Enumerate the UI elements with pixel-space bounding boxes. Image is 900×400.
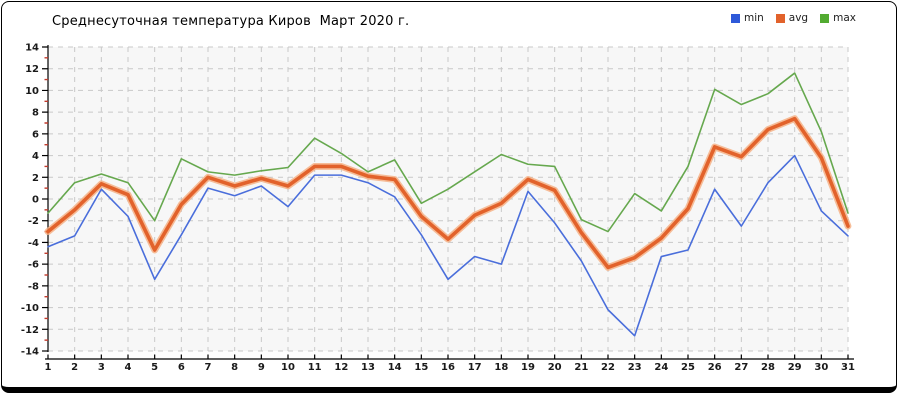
svg-text:16: 16: [441, 362, 455, 373]
svg-text:24: 24: [654, 362, 668, 373]
svg-text:13: 13: [361, 362, 375, 373]
y-axis-minor-ticks: [44, 57, 48, 341]
svg-text:-10: -10: [21, 303, 39, 314]
svg-text:3: 3: [98, 362, 105, 373]
chart-title: Среднесуточная температура Киров Март 20…: [52, 14, 410, 29]
chart-legend: min avg max: [730, 12, 856, 24]
svg-text:8: 8: [231, 362, 238, 373]
x-axis: [45, 354, 854, 360]
svg-text:-8: -8: [28, 281, 39, 292]
svg-text:25: 25: [681, 362, 695, 373]
svg-text:23: 23: [628, 362, 642, 373]
svg-text:4: 4: [32, 151, 39, 162]
svg-text:27: 27: [734, 362, 748, 373]
gridlines: [47, 46, 849, 352]
svg-text:10: 10: [25, 86, 39, 97]
svg-text:26: 26: [708, 362, 722, 373]
svg-text:20: 20: [548, 362, 562, 373]
y-axis: [42, 45, 49, 352]
svg-text:12: 12: [334, 362, 348, 373]
svg-text:6: 6: [178, 362, 185, 373]
x-axis-labels: 1 2 3 4 5 6 7 8 9 10 11 12 13 14 15 16 17 18 19 20 21 22 23 24 2…: [45, 362, 855, 373]
svg-text:29: 29: [788, 362, 802, 373]
svg-text:5: 5: [151, 362, 158, 373]
svg-text:10: 10: [281, 362, 295, 373]
svg-text:28: 28: [761, 362, 775, 373]
svg-text:2: 2: [32, 173, 39, 184]
svg-text:4: 4: [125, 362, 132, 373]
svg-text:-14: -14: [21, 347, 39, 358]
legend-item-avg[interactable]: avg: [775, 12, 809, 24]
svg-text:19: 19: [521, 362, 535, 373]
svg-text:0: 0: [32, 195, 39, 206]
svg-text:17: 17: [468, 362, 482, 373]
svg-text:12: 12: [25, 64, 39, 75]
series-max-line: [47, 72, 849, 233]
svg-text:22: 22: [601, 362, 615, 373]
svg-text:2: 2: [71, 362, 78, 373]
legend-item-min[interactable]: min: [730, 12, 764, 24]
series-avg-line: [46, 116, 850, 270]
avg-series-swatch-icon: [775, 13, 785, 23]
svg-text:30: 30: [814, 362, 828, 373]
legend-label-max: max: [833, 12, 856, 24]
min-series-swatch-icon: [730, 13, 740, 23]
svg-text:-2: -2: [28, 216, 39, 227]
series-min-line: [47, 154, 849, 337]
y-axis-labels: -14 -12 -10 -8 -6 -4 -2 0 2 4 6 8 10 12 14: [21, 43, 39, 358]
svg-text:11: 11: [308, 362, 322, 373]
svg-text:21: 21: [574, 362, 588, 373]
legend-label-min: min: [743, 12, 764, 24]
svg-text:15: 15: [414, 362, 428, 373]
svg-text:1: 1: [45, 362, 52, 373]
svg-text:18: 18: [494, 362, 508, 373]
svg-text:9: 9: [258, 362, 265, 373]
svg-text:-4: -4: [28, 238, 39, 249]
max-series-swatch-icon: [820, 13, 830, 23]
svg-text:-12: -12: [21, 325, 39, 336]
svg-text:14: 14: [388, 362, 402, 373]
legend-item-max[interactable]: max: [820, 12, 856, 24]
chart-frame: Среднесуточная температура Киров Март 20…: [1, 1, 897, 393]
svg-text:-6: -6: [28, 260, 39, 271]
svg-text:6: 6: [32, 129, 39, 140]
svg-text:8: 8: [32, 108, 39, 119]
legend-label-avg: avg: [788, 12, 809, 24]
svg-text:14: 14: [25, 43, 39, 54]
svg-text:31: 31: [841, 362, 855, 373]
svg-text:7: 7: [205, 362, 212, 373]
